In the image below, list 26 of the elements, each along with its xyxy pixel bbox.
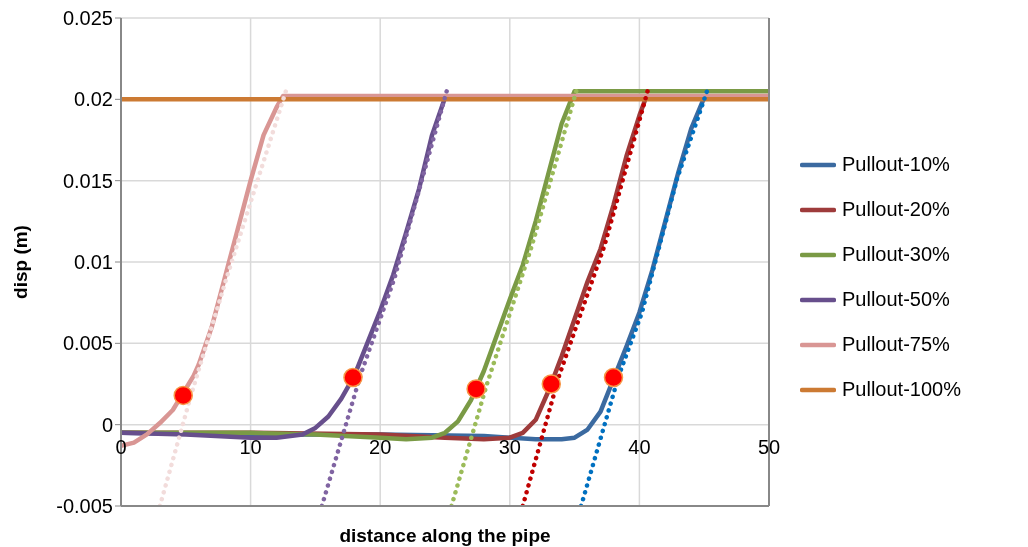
y-tick-label: 0 <box>101 413 113 436</box>
y-axis-title: disp (m) <box>9 225 31 299</box>
point <box>173 385 193 406</box>
x-tick-label: 30 <box>498 435 521 458</box>
point <box>343 367 363 388</box>
legend-label: Pullout-10% <box>842 153 950 176</box>
legend-label: Pullout-100% <box>842 378 961 401</box>
y-tick-label: -0.005 <box>56 495 113 518</box>
y-tick-label: 0.01 <box>74 251 113 274</box>
y-tick-label: 0.015 <box>62 169 113 192</box>
x-tick-label: 0 <box>115 435 127 458</box>
x-tick-label: 40 <box>628 435 651 458</box>
y-tick-label: 0.005 <box>62 332 113 355</box>
legend-label: Pullout-20% <box>842 198 950 221</box>
legend-label: Pullout-75% <box>842 333 950 356</box>
y-tick-label: 0.02 <box>74 88 113 111</box>
point <box>466 379 486 399</box>
x-axis-title: distance along the pipe <box>339 525 551 546</box>
y-tick-label: 0.025 <box>62 7 113 30</box>
x-tick-label: 10 <box>239 435 262 458</box>
point <box>541 374 562 394</box>
legend-label: Pullout-50% <box>842 288 950 311</box>
point <box>603 367 624 388</box>
x-tick-label: 50 <box>757 435 781 458</box>
x-tick-label: 20 <box>369 435 392 458</box>
legend-label: Pullout-30% <box>842 243 950 266</box>
